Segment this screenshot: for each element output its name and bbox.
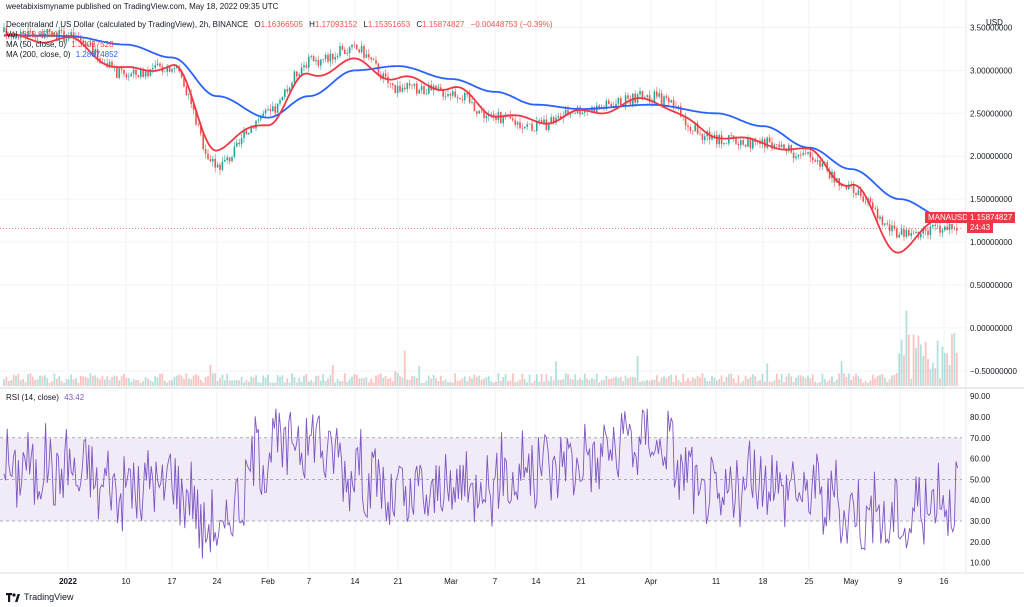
time-tick-label: 11 [712,577,721,586]
ohlc-close-value: 1.15874827 [422,20,465,29]
rsi-tick-label: 30.00 [970,517,991,526]
rsi-line [3,408,959,559]
ma50-line [3,33,959,254]
price-tick-label: −0.50000000 [970,367,1017,376]
rsi-axis[interactable]: 90.00 80.00 70.00 60.00 50.00 40.00 30.00 20.00… [970,392,991,567]
time-tick-label: 21 [577,577,586,586]
rsi-tick-label: 70.00 [970,434,991,443]
time-tick-label: 2022 [59,577,77,586]
rsi-tick-label: 10.00 [970,559,991,568]
currency-label: USD [986,18,1003,27]
time-tick-label: May [843,577,858,586]
ma200-value: 1.28674852 [75,50,118,59]
rsi-tick-label: 20.00 [970,538,991,547]
rsi-tick-label: 50.00 [970,475,991,484]
price-tick-label: 3.50000000 [970,23,1013,32]
price-tick-label: 1.50000000 [970,195,1013,204]
time-tick-label: Apr [645,577,658,586]
symbol-tag: MANAUSD [925,212,972,223]
time-tick-label: 21 [394,577,403,586]
countdown-tag: 24:43 [967,222,994,233]
price-axis[interactable]: 3.50000000 3.00000000 2.50000000 2.00000000… [970,23,1017,375]
rsi-tick-label: 80.00 [970,413,991,422]
price-tick-label: 1.00000000 [970,238,1013,247]
rsi-band-lines [0,437,962,522]
rsi-value: 43.42 [64,393,85,402]
rsi-tick-label: 90.00 [970,392,991,401]
tradingview-logo-icon [6,592,20,602]
time-tick-label: 18 [759,577,768,586]
time-tick-label: 10 [122,577,131,586]
price-change: −0.00448753 (−0.39%) [470,20,553,29]
time-tick-label: Mar [444,577,458,586]
rsi-label: RSI (14, close) [6,393,59,402]
rsi-legend[interactable]: RSI (14, close) 43.42 [6,393,84,402]
time-axis[interactable]: 2022 10 17 24 Feb 7 14 21 Mar 7 14 21 Apr 11 18 25 May 9 1… [59,577,949,586]
rsi-tick-label: 40.00 [970,496,991,505]
time-tick-label: 16 [940,577,949,586]
price-tick-label: 0.00000000 [970,324,1013,333]
ma200-label: MA (200, close, 0) [6,50,71,59]
ma50-legend[interactable]: MA (50, close, 0) 1.30037528 [6,40,114,49]
price-tick-label: 2.00000000 [970,152,1013,161]
time-tick-label: 7 [493,577,498,586]
time-tick-label: 14 [351,577,360,586]
publisher-line: weetabixismyname published on TradingVie… [6,2,279,11]
ohlc-low-label: L [363,20,368,29]
symbol-title: Decentraland / US Dollar (calculated by … [6,20,249,29]
ohlc-low-value: 1.15351653 [367,20,411,29]
time-tick-label: 17 [168,577,177,586]
volume-legend[interactable]: Vol 315.855K [6,30,57,39]
time-tick-label: 14 [532,577,541,586]
ma50-label: MA (50, close, 0) [6,40,67,49]
time-tick-label: Feb [261,577,275,586]
ma200-legend[interactable]: MA (200, close, 0) 1.28674852 [6,50,118,59]
ohlc-open-label: O [254,20,261,29]
price-tick-label: 3.00000000 [970,66,1013,75]
ohlc-high-label: H [309,20,315,29]
ma200-line [4,34,958,219]
volume-label: Vol [6,30,18,39]
brand-logo[interactable]: TradingView [6,592,74,602]
time-tick-label: 9 [898,577,903,586]
time-tick-label: 24 [213,577,222,586]
ohlc-close-label: C [416,20,423,29]
ma50-value: 1.30037528 [71,40,114,49]
ohlc-high-value: 1.17093152 [314,20,358,29]
brand-name: TradingView [24,592,74,602]
volume-value: 315.855K [22,30,57,39]
rsi-tick-label: 60.00 [970,455,991,464]
time-tick-label: 7 [307,577,312,586]
ohlc-open-value: 1.16366505 [260,20,303,29]
candles [3,22,958,241]
volume-bars [3,310,958,386]
price-tick-label: 0.50000000 [970,281,1013,290]
price-tick-label: 2.50000000 [970,109,1013,118]
time-tick-label: 25 [805,577,814,586]
last-price-tag: 1.15874827 [967,212,1016,223]
symbol-legend[interactable]: Decentraland / US Dollar (calculated by … [6,20,553,29]
